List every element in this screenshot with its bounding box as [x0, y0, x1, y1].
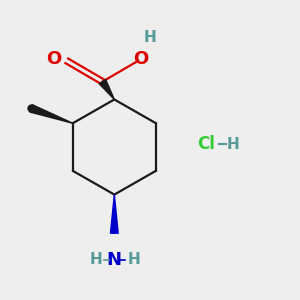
Text: H: H	[144, 30, 156, 45]
Text: O: O	[46, 50, 61, 68]
Text: Cl: Cl	[198, 135, 215, 153]
Text: N: N	[107, 251, 122, 269]
Polygon shape	[99, 80, 114, 100]
Text: O: O	[133, 50, 148, 68]
Polygon shape	[30, 105, 73, 123]
Polygon shape	[110, 195, 118, 233]
Text: H: H	[127, 253, 140, 268]
Text: H: H	[227, 136, 239, 152]
Text: H: H	[90, 253, 103, 268]
